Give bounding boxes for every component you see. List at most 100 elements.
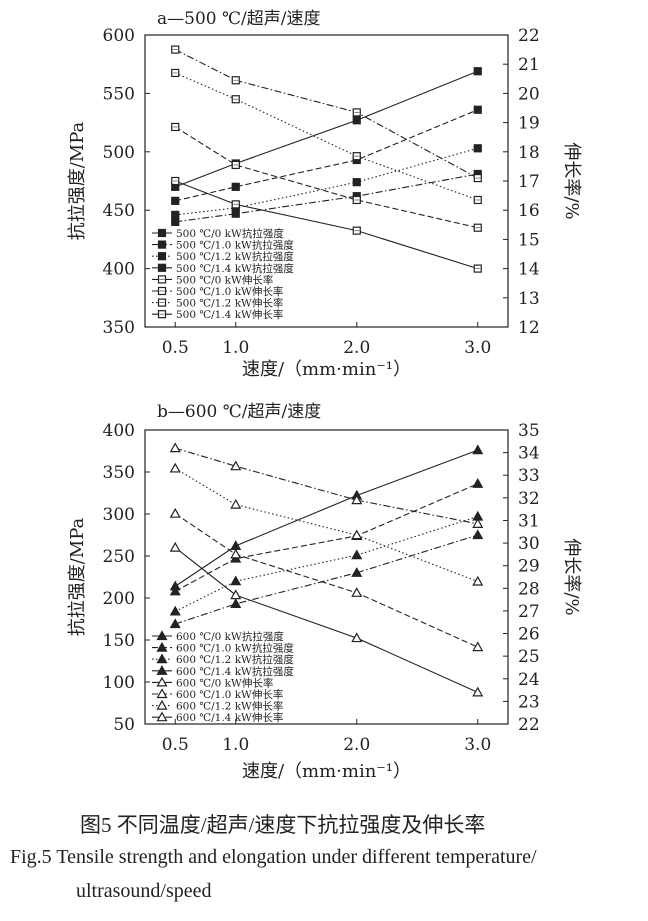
series-line	[174, 513, 478, 648]
data-point	[473, 105, 482, 114]
x-tick-label: 1.0	[222, 338, 249, 358]
series-line	[175, 72, 478, 201]
x-tick-label: 2.0	[343, 338, 370, 358]
data-point	[169, 442, 181, 453]
data-point	[231, 209, 240, 218]
data-point	[169, 585, 181, 596]
data-point	[169, 605, 181, 616]
legend-label: 600 ℃/1.0 kW抗拉强度	[176, 642, 294, 655]
legend-item: 500 ℃/0 kW伸长率	[152, 273, 273, 286]
y2-tick-label: 29	[518, 557, 540, 577]
series-1	[169, 478, 484, 596]
series-line	[175, 180, 478, 270]
chart-title: b—600 ℃/超声/速度	[157, 402, 321, 422]
x-tick-label: 1.0	[222, 735, 249, 755]
data-point	[352, 116, 361, 125]
data-point	[231, 182, 240, 191]
series-3	[169, 529, 484, 629]
series-line	[174, 483, 478, 592]
y2-tick-label: 31	[518, 511, 540, 531]
y2-tick-label: 17	[518, 172, 540, 192]
y2-tick-label: 12	[518, 318, 540, 338]
legend-item: 500 ℃/1.4 kW抗拉强度	[152, 262, 294, 275]
y-tick-label: 150	[103, 631, 135, 651]
series-line	[175, 49, 479, 179]
data-point	[473, 67, 482, 76]
chart-0: a—500 ℃/超声/速度 350 400 450 500 550 600 12 13 14 15 1…	[67, 9, 582, 380]
y2-tick-label: 16	[518, 201, 540, 221]
y2-tick-label: 20	[518, 84, 540, 104]
series-line	[175, 147, 478, 216]
series-line	[174, 467, 478, 583]
data-point	[352, 178, 361, 187]
data-point	[230, 498, 242, 509]
plot-frame	[144, 429, 509, 725]
data-point	[472, 686, 484, 697]
y2-tick-label: 21	[518, 55, 540, 75]
data-point	[169, 462, 181, 473]
legend-item: 600 ℃/0 kW伸长率	[152, 676, 273, 689]
y-tick-label: 350	[103, 318, 135, 338]
legend-marker	[157, 240, 167, 249]
data-point	[351, 494, 363, 505]
series-2	[169, 510, 484, 616]
legend-marker	[156, 711, 168, 722]
y2-tick-label: 24	[518, 670, 540, 690]
legend-marker	[156, 641, 168, 652]
y-tick-label: 450	[103, 201, 135, 221]
y2-tick-label: 32	[518, 489, 540, 509]
legend-item: 600 ℃/1.2 kW伸长率	[152, 700, 283, 713]
legend-label: 500 ℃/1.2 kW伸长率	[176, 297, 283, 310]
y2-tick-label: 13	[518, 289, 540, 309]
y-tick-label: 200	[103, 589, 135, 609]
y-tick-label: 600	[103, 26, 135, 46]
y2-tick-label: 19	[518, 114, 540, 134]
y-tick-label: 550	[103, 84, 135, 104]
data-point	[169, 541, 181, 552]
y-tick-label: 250	[103, 547, 135, 567]
y-axis-label: 抗拉强度/MPa	[67, 517, 88, 636]
y2-tick-label: 28	[518, 579, 540, 599]
legend-label: 500 ℃/1.4 kW抗拉强度	[176, 262, 294, 275]
series-7	[169, 442, 484, 528]
data-point	[171, 217, 180, 226]
y2-tick-label: 25	[518, 647, 540, 667]
data-point	[230, 598, 242, 608]
caption-en-line1: Fig.5 Tensile strength and elongation un…	[10, 846, 537, 868]
y2-tick-label: 22	[518, 26, 540, 46]
legend-item: 600 ℃/1.0 kW伸长率	[152, 688, 283, 701]
data-point	[351, 587, 363, 597]
y-tick-label: 400	[103, 421, 135, 441]
series-4	[169, 541, 484, 697]
y2-tick-label: 30	[518, 534, 540, 554]
y2-tick-label: 22	[518, 715, 540, 735]
y-tick-label: 400	[103, 260, 135, 280]
legend-label: 500 ℃/0 kW伸长率	[176, 273, 273, 286]
series-6	[169, 462, 484, 586]
y2-tick-label: 26	[518, 625, 540, 645]
series-line	[175, 447, 478, 525]
legend-item: 600 ℃/1.4 kW伸长率	[152, 711, 283, 724]
y2-tick-label: 27	[518, 602, 540, 622]
y-tick-label: 50	[113, 715, 135, 735]
legend-label: 600 ℃/1.2 kW伸长率	[176, 700, 283, 713]
legend-item: 500 ℃/1.2 kW抗拉强度	[152, 250, 294, 263]
legend-item: 600 ℃/1.0 kW抗拉强度	[152, 642, 294, 655]
legend-label: 500 ℃/1.0 kW抗拉强度	[176, 239, 294, 252]
legend-label: 600 ℃/1.4 kW抗拉强度	[176, 665, 294, 678]
data-point	[171, 210, 180, 219]
data-point	[230, 548, 242, 559]
legend-item: 500 ℃/1.0 kW伸长率	[152, 285, 283, 298]
series-line	[175, 173, 478, 223]
data-point	[472, 478, 484, 488]
x-tick-label: 2.0	[343, 735, 370, 755]
data-point	[472, 641, 484, 652]
legend-marker	[156, 653, 168, 664]
legend-marker	[156, 688, 168, 699]
series-line	[175, 109, 478, 202]
legend-marker	[156, 699, 168, 710]
y2-tick-label: 33	[518, 466, 540, 486]
y-tick-label: 300	[103, 505, 135, 525]
